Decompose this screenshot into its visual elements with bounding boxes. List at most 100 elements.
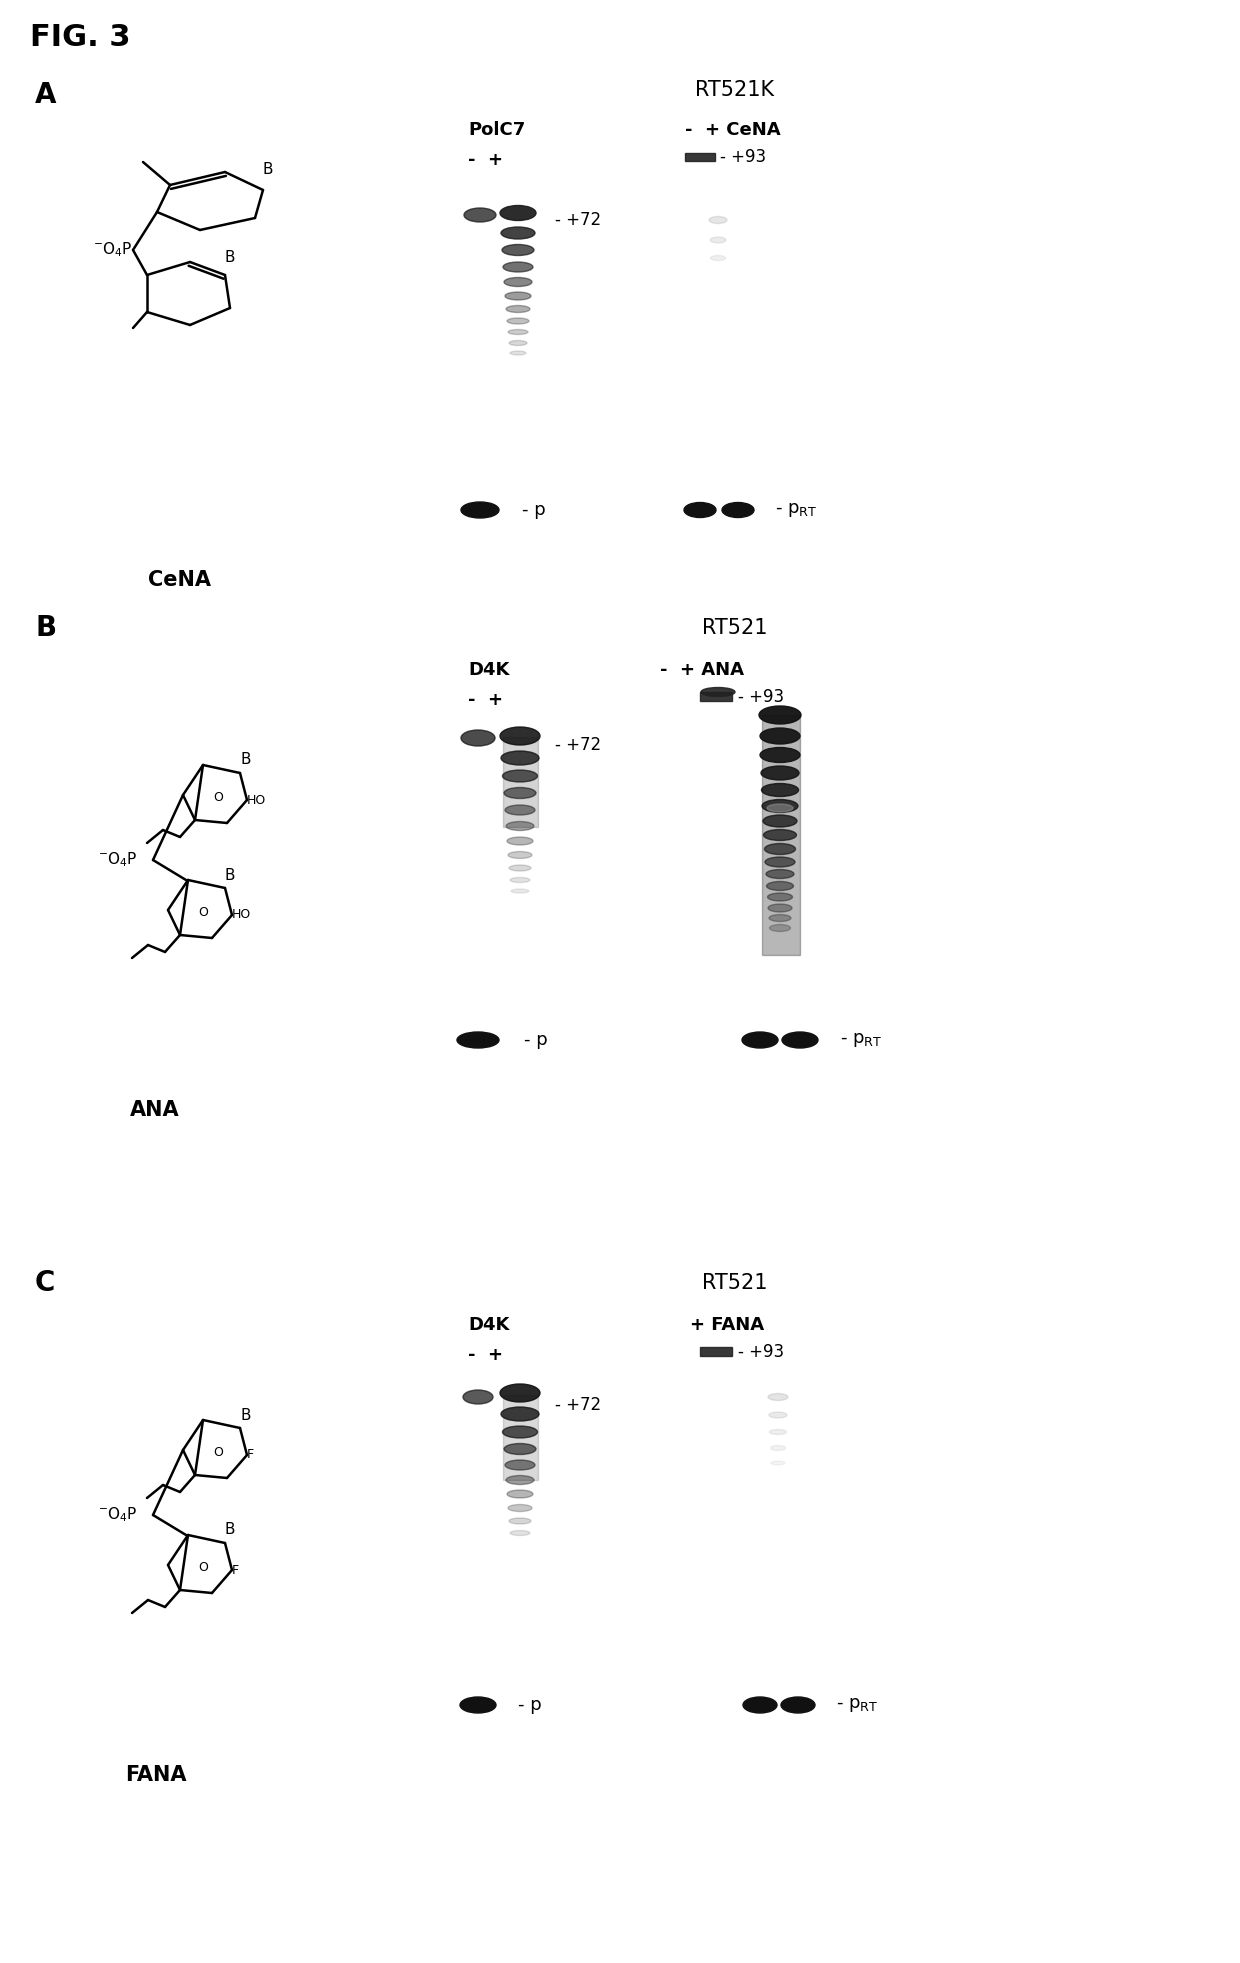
Ellipse shape: [711, 238, 725, 243]
Ellipse shape: [507, 318, 529, 324]
Text: $^{-}$O$_4$P: $^{-}$O$_4$P: [93, 241, 133, 259]
Ellipse shape: [781, 1696, 815, 1714]
Ellipse shape: [501, 1407, 539, 1421]
Ellipse shape: [768, 1394, 787, 1400]
Ellipse shape: [501, 752, 539, 766]
Text: -  +: - +: [467, 151, 503, 169]
Ellipse shape: [760, 748, 800, 762]
Ellipse shape: [765, 858, 795, 868]
Text: RT521K: RT521K: [696, 80, 775, 100]
Ellipse shape: [505, 292, 531, 300]
Ellipse shape: [500, 726, 539, 746]
Ellipse shape: [765, 844, 796, 854]
Ellipse shape: [770, 1445, 785, 1451]
Ellipse shape: [458, 1033, 498, 1048]
Ellipse shape: [760, 728, 800, 744]
Ellipse shape: [743, 1696, 777, 1714]
Ellipse shape: [764, 830, 796, 840]
Ellipse shape: [763, 799, 799, 813]
Text: FANA: FANA: [125, 1765, 186, 1784]
Ellipse shape: [505, 805, 534, 815]
Ellipse shape: [770, 1429, 786, 1435]
Ellipse shape: [768, 805, 794, 813]
Ellipse shape: [763, 815, 797, 826]
Ellipse shape: [502, 769, 537, 781]
Text: + FANA: + FANA: [689, 1315, 764, 1335]
Ellipse shape: [510, 1531, 529, 1535]
Ellipse shape: [766, 870, 794, 879]
Ellipse shape: [709, 216, 727, 224]
Text: F: F: [247, 1449, 254, 1462]
Ellipse shape: [463, 1390, 494, 1404]
Text: O: O: [198, 1561, 208, 1574]
Ellipse shape: [461, 503, 498, 518]
Text: A: A: [35, 80, 57, 110]
Bar: [763, 715, 800, 956]
Ellipse shape: [742, 1033, 777, 1048]
Text: - $\mathregular{p_{RT}}$: - $\mathregular{p_{RT}}$: [839, 1031, 883, 1048]
Ellipse shape: [511, 889, 529, 893]
Ellipse shape: [506, 1476, 534, 1484]
Text: RT521: RT521: [702, 1272, 768, 1294]
Text: D4K: D4K: [467, 662, 510, 679]
Text: PolC7: PolC7: [467, 122, 526, 139]
Text: B: B: [241, 752, 250, 768]
Text: B: B: [224, 1523, 236, 1537]
Text: RT521: RT521: [702, 618, 768, 638]
Text: B: B: [35, 614, 56, 642]
Text: - +93: - +93: [738, 687, 784, 707]
Text: O: O: [213, 791, 223, 805]
Ellipse shape: [770, 925, 791, 932]
Text: - p: - p: [525, 1031, 548, 1048]
Text: $^{-}$O$_4$P: $^{-}$O$_4$P: [98, 1506, 138, 1525]
Text: - $\mathregular{p_{RT}}$: - $\mathregular{p_{RT}}$: [836, 1696, 878, 1714]
Ellipse shape: [701, 687, 735, 697]
Bar: [684, 153, 715, 161]
Text: -  + ANA: - + ANA: [660, 662, 744, 679]
Text: -  + CeNA: - + CeNA: [684, 122, 781, 139]
Text: CeNA: CeNA: [148, 569, 211, 591]
Text: - +93: - +93: [738, 1343, 784, 1360]
Ellipse shape: [766, 881, 794, 891]
Text: - p: - p: [522, 501, 546, 518]
Text: - +72: - +72: [556, 736, 601, 754]
Text: - $\mathregular{p_{RT}}$: - $\mathregular{p_{RT}}$: [775, 501, 817, 518]
Ellipse shape: [500, 206, 536, 220]
Text: - +72: - +72: [556, 1396, 601, 1413]
Text: O: O: [213, 1447, 223, 1459]
Ellipse shape: [464, 208, 496, 222]
Ellipse shape: [768, 893, 792, 901]
Text: HO: HO: [247, 793, 267, 807]
Text: $^{-}$O$_4$P: $^{-}$O$_4$P: [98, 850, 138, 870]
Ellipse shape: [759, 707, 801, 724]
Ellipse shape: [508, 852, 532, 858]
Ellipse shape: [502, 245, 534, 255]
Text: - +72: - +72: [556, 210, 601, 230]
Text: F: F: [232, 1563, 239, 1576]
Text: B: B: [224, 868, 236, 883]
Ellipse shape: [460, 1696, 496, 1714]
Text: -  +: - +: [467, 691, 503, 709]
Ellipse shape: [508, 1504, 532, 1512]
Ellipse shape: [503, 1443, 536, 1455]
Ellipse shape: [506, 821, 534, 830]
Text: C: C: [35, 1268, 56, 1298]
Bar: [503, 1396, 538, 1480]
Ellipse shape: [711, 255, 725, 261]
Ellipse shape: [508, 866, 531, 872]
Ellipse shape: [510, 877, 529, 883]
Text: HO: HO: [232, 909, 252, 921]
Ellipse shape: [782, 1033, 818, 1048]
Ellipse shape: [505, 1460, 534, 1470]
Ellipse shape: [503, 277, 532, 287]
Ellipse shape: [503, 787, 536, 799]
Text: B: B: [241, 1407, 250, 1423]
Text: FIG. 3: FIG. 3: [30, 24, 130, 53]
Ellipse shape: [506, 306, 529, 312]
Text: D4K: D4K: [467, 1315, 510, 1335]
Text: - p: - p: [518, 1696, 542, 1714]
Text: - +93: - +93: [720, 147, 766, 167]
Bar: [701, 693, 732, 701]
Ellipse shape: [684, 503, 715, 518]
Text: B: B: [224, 251, 236, 265]
